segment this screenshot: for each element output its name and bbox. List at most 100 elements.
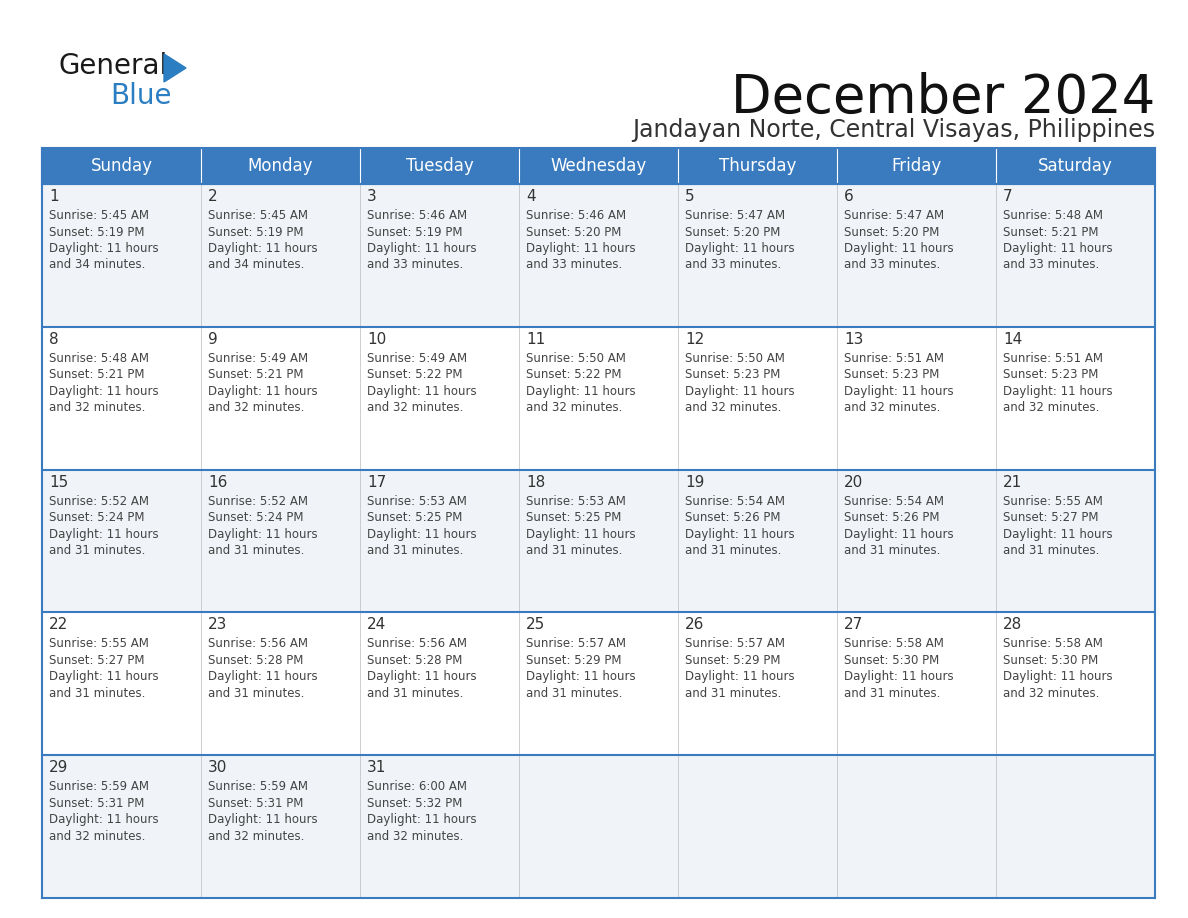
- Text: and 32 minutes.: and 32 minutes.: [1003, 687, 1099, 700]
- Text: Daylight: 11 hours: Daylight: 11 hours: [49, 813, 159, 826]
- Text: Wednesday: Wednesday: [550, 157, 646, 175]
- Text: 15: 15: [49, 475, 68, 489]
- Bar: [201, 327, 360, 470]
- Bar: [996, 327, 1155, 470]
- Text: Daylight: 11 hours: Daylight: 11 hours: [843, 528, 954, 541]
- Text: and 32 minutes.: and 32 minutes.: [843, 401, 941, 414]
- Text: Sunrise: 5:59 AM: Sunrise: 5:59 AM: [49, 780, 148, 793]
- Text: Saturday: Saturday: [1038, 157, 1113, 175]
- Text: Sunrise: 6:00 AM: Sunrise: 6:00 AM: [367, 780, 467, 793]
- Text: Sunset: 5:19 PM: Sunset: 5:19 PM: [49, 226, 145, 239]
- Text: and 31 minutes.: and 31 minutes.: [49, 544, 145, 557]
- Text: Sunset: 5:28 PM: Sunset: 5:28 PM: [367, 654, 462, 666]
- Text: Sunrise: 5:51 AM: Sunrise: 5:51 AM: [843, 352, 944, 364]
- Text: Sunrise: 5:49 AM: Sunrise: 5:49 AM: [208, 352, 308, 364]
- Text: Sunrise: 5:52 AM: Sunrise: 5:52 AM: [208, 495, 308, 508]
- Text: Sunset: 5:19 PM: Sunset: 5:19 PM: [208, 226, 303, 239]
- Text: Sunset: 5:29 PM: Sunset: 5:29 PM: [526, 654, 621, 666]
- Text: Sunrise: 5:58 AM: Sunrise: 5:58 AM: [1003, 637, 1102, 650]
- Text: Daylight: 11 hours: Daylight: 11 hours: [367, 813, 476, 826]
- Text: Sunset: 5:21 PM: Sunset: 5:21 PM: [208, 368, 303, 381]
- Text: Daylight: 11 hours: Daylight: 11 hours: [526, 670, 636, 683]
- Text: Daylight: 11 hours: Daylight: 11 hours: [1003, 528, 1113, 541]
- Text: Daylight: 11 hours: Daylight: 11 hours: [526, 385, 636, 397]
- Text: Sunrise: 5:50 AM: Sunrise: 5:50 AM: [685, 352, 785, 364]
- Text: Sunset: 5:25 PM: Sunset: 5:25 PM: [526, 511, 621, 524]
- Text: Sunrise: 5:52 AM: Sunrise: 5:52 AM: [49, 495, 148, 508]
- Text: and 33 minutes.: and 33 minutes.: [1003, 259, 1099, 272]
- Polygon shape: [164, 54, 187, 82]
- Text: Sunset: 5:21 PM: Sunset: 5:21 PM: [1003, 226, 1099, 239]
- Text: and 31 minutes.: and 31 minutes.: [1003, 544, 1099, 557]
- Bar: [42, 148, 1155, 184]
- Bar: [42, 148, 201, 184]
- Text: Sunrise: 5:58 AM: Sunrise: 5:58 AM: [843, 637, 944, 650]
- Text: Sunrise: 5:50 AM: Sunrise: 5:50 AM: [526, 352, 626, 364]
- Text: Tuesday: Tuesday: [405, 157, 473, 175]
- Text: Daylight: 11 hours: Daylight: 11 hours: [49, 385, 159, 397]
- Text: Sunset: 5:23 PM: Sunset: 5:23 PM: [1003, 368, 1099, 381]
- Text: Sunset: 5:31 PM: Sunset: 5:31 PM: [49, 797, 145, 810]
- Bar: [678, 612, 838, 756]
- Text: Daylight: 11 hours: Daylight: 11 hours: [367, 242, 476, 255]
- Text: 5: 5: [685, 189, 695, 204]
- Text: Sunday: Sunday: [90, 157, 152, 175]
- Bar: [838, 612, 996, 756]
- Text: Daylight: 11 hours: Daylight: 11 hours: [685, 528, 795, 541]
- Text: Daylight: 11 hours: Daylight: 11 hours: [208, 242, 317, 255]
- Text: Sunrise: 5:49 AM: Sunrise: 5:49 AM: [367, 352, 467, 364]
- Text: and 32 minutes.: and 32 minutes.: [526, 401, 623, 414]
- Text: and 32 minutes.: and 32 minutes.: [367, 830, 463, 843]
- Text: Blue: Blue: [110, 82, 171, 110]
- Text: Sunrise: 5:53 AM: Sunrise: 5:53 AM: [367, 495, 467, 508]
- Bar: [42, 184, 201, 327]
- Text: and 31 minutes.: and 31 minutes.: [526, 544, 623, 557]
- Text: 4: 4: [526, 189, 536, 204]
- Text: Daylight: 11 hours: Daylight: 11 hours: [49, 528, 159, 541]
- Bar: [360, 470, 519, 612]
- Text: Sunrise: 5:53 AM: Sunrise: 5:53 AM: [526, 495, 626, 508]
- Text: Jandayan Norte, Central Visayas, Philippines: Jandayan Norte, Central Visayas, Philipp…: [632, 118, 1155, 142]
- Text: and 31 minutes.: and 31 minutes.: [49, 687, 145, 700]
- Text: Sunrise: 5:56 AM: Sunrise: 5:56 AM: [208, 637, 308, 650]
- Text: Sunset: 5:20 PM: Sunset: 5:20 PM: [685, 226, 781, 239]
- Text: and 33 minutes.: and 33 minutes.: [367, 259, 463, 272]
- Text: and 31 minutes.: and 31 minutes.: [526, 687, 623, 700]
- Text: 3: 3: [367, 189, 377, 204]
- Text: Sunset: 5:23 PM: Sunset: 5:23 PM: [685, 368, 781, 381]
- Text: 2: 2: [208, 189, 217, 204]
- Bar: [519, 470, 678, 612]
- Text: and 31 minutes.: and 31 minutes.: [367, 687, 463, 700]
- Text: Sunset: 5:23 PM: Sunset: 5:23 PM: [843, 368, 940, 381]
- Bar: [42, 756, 201, 898]
- Bar: [678, 327, 838, 470]
- Text: Sunrise: 5:48 AM: Sunrise: 5:48 AM: [49, 352, 148, 364]
- Text: and 31 minutes.: and 31 minutes.: [367, 544, 463, 557]
- Text: Sunset: 5:25 PM: Sunset: 5:25 PM: [367, 511, 462, 524]
- Text: and 33 minutes.: and 33 minutes.: [526, 259, 623, 272]
- Text: and 31 minutes.: and 31 minutes.: [208, 544, 304, 557]
- Bar: [678, 148, 838, 184]
- Text: 1: 1: [49, 189, 58, 204]
- Text: 14: 14: [1003, 331, 1022, 347]
- Text: 27: 27: [843, 618, 864, 633]
- Text: 26: 26: [685, 618, 704, 633]
- Text: Sunrise: 5:57 AM: Sunrise: 5:57 AM: [526, 637, 626, 650]
- Bar: [360, 148, 519, 184]
- Text: Daylight: 11 hours: Daylight: 11 hours: [526, 242, 636, 255]
- Text: Sunset: 5:27 PM: Sunset: 5:27 PM: [1003, 511, 1099, 524]
- Bar: [838, 756, 996, 898]
- Text: and 31 minutes.: and 31 minutes.: [843, 687, 941, 700]
- Text: Daylight: 11 hours: Daylight: 11 hours: [843, 242, 954, 255]
- Text: Sunrise: 5:46 AM: Sunrise: 5:46 AM: [526, 209, 626, 222]
- Text: Sunset: 5:30 PM: Sunset: 5:30 PM: [1003, 654, 1098, 666]
- Text: Daylight: 11 hours: Daylight: 11 hours: [49, 670, 159, 683]
- Text: Sunset: 5:27 PM: Sunset: 5:27 PM: [49, 654, 145, 666]
- Text: 18: 18: [526, 475, 545, 489]
- Bar: [519, 184, 678, 327]
- Text: Sunrise: 5:47 AM: Sunrise: 5:47 AM: [685, 209, 785, 222]
- Bar: [996, 470, 1155, 612]
- Text: Daylight: 11 hours: Daylight: 11 hours: [208, 528, 317, 541]
- Text: and 31 minutes.: and 31 minutes.: [208, 687, 304, 700]
- Text: Sunrise: 5:54 AM: Sunrise: 5:54 AM: [843, 495, 944, 508]
